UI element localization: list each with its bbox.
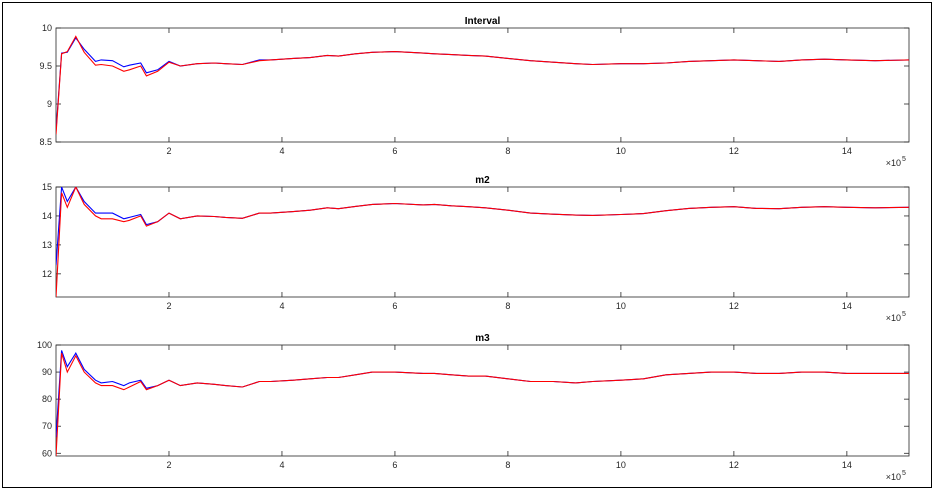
- x-tick-label: 12: [729, 460, 739, 470]
- subplot-3: m3 2 4 6 8 10 12 14 60 70 80 90 100 ×10 5: [37, 333, 909, 482]
- x-tick-label: 2: [166, 301, 171, 311]
- x-tick-label: 10: [616, 301, 626, 311]
- x-tick-label: 8: [505, 460, 510, 470]
- subplot-2: m2 2 4 6 8 10 12 14 12 13 14 15 ×10 5: [42, 175, 909, 323]
- y-tick-label: 15: [42, 182, 52, 192]
- y-tick-label: 13: [42, 240, 52, 250]
- x-exponent-label: ×10: [886, 472, 901, 482]
- y-tick-label: 60: [42, 448, 52, 458]
- x-exponent-label: ×10: [886, 158, 901, 168]
- y-tick-label: 70: [42, 421, 52, 431]
- x-tick-label: 2: [166, 460, 171, 470]
- y-tick-label: 10: [42, 23, 52, 33]
- subplot-title: m3: [475, 333, 490, 344]
- x-tick-label: 6: [392, 146, 397, 156]
- y-tick-label: 14: [42, 211, 52, 221]
- x-tick-label: 4: [279, 146, 284, 156]
- x-tick-label: 10: [616, 146, 626, 156]
- axes-box: [56, 28, 909, 142]
- x-tick-label: 14: [842, 146, 852, 156]
- x-tick-label: 12: [729, 146, 739, 156]
- axes-box: [56, 187, 909, 297]
- x-tick-label: 8: [505, 301, 510, 311]
- x-exponent-power: 5: [902, 311, 906, 318]
- y-tick-label: 8.5: [39, 137, 52, 147]
- y-tick-label: 90: [42, 367, 52, 377]
- subplot-title: Interval: [465, 16, 501, 27]
- y-tick-label: 9.5: [39, 61, 52, 71]
- x-tick-label: 8: [505, 146, 510, 156]
- y-tick-label: 12: [42, 269, 52, 279]
- axes-box: [56, 345, 909, 456]
- x-exponent-label: ×10: [886, 313, 901, 323]
- x-tick-label: 10: [616, 460, 626, 470]
- x-tick-label: 12: [729, 301, 739, 311]
- x-tick-label: 6: [392, 460, 397, 470]
- y-tick-label: 80: [42, 394, 52, 404]
- y-tick-label: 9: [47, 99, 52, 109]
- y-tick-label: 100: [37, 340, 52, 350]
- x-tick-label: 14: [842, 301, 852, 311]
- x-exponent-power: 5: [902, 470, 906, 477]
- x-tick-label: 4: [279, 301, 284, 311]
- subplot-title: m2: [475, 175, 490, 186]
- x-tick-label: 2: [166, 146, 171, 156]
- x-tick-label: 4: [279, 460, 284, 470]
- x-exponent-power: 5: [902, 156, 906, 163]
- x-tick-label: 14: [842, 460, 852, 470]
- x-tick-label: 6: [392, 301, 397, 311]
- subplot-1: Interval 2 4 6 8 10 12 14 8.5 9 9.5 10 ×10 5: [39, 16, 909, 168]
